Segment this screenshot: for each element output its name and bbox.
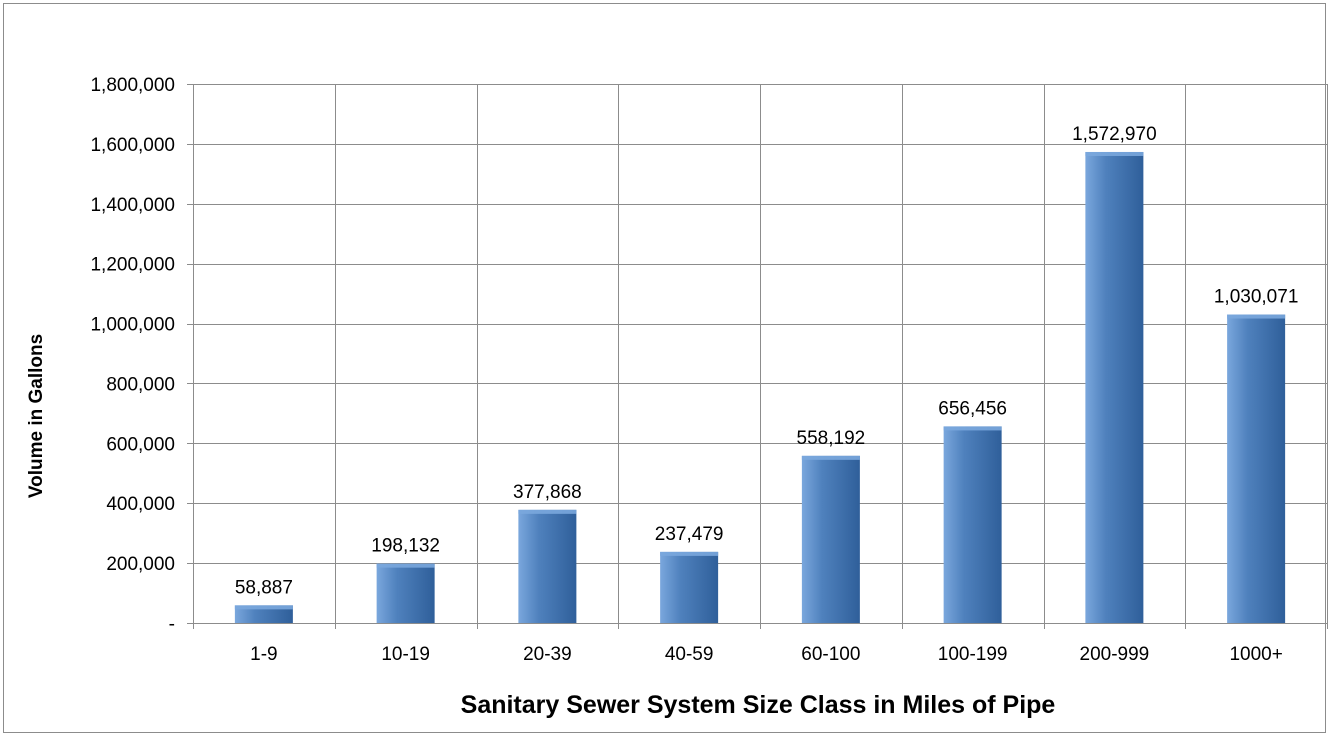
data-label: 656,456 (938, 398, 1007, 419)
x-tick-label: 1000+ (1229, 644, 1282, 665)
x-axis-tick-labels: 1-9 10-19 20-39 40-59 60-100 100-199 200-999 10… (250, 644, 1283, 665)
bar-body (660, 551, 719, 623)
bar (518, 509, 577, 623)
x-tick-label: 1-9 (250, 644, 277, 665)
x-axis-title: Sanitary Sewer System Size Class in Mile… (461, 691, 1056, 719)
y-tick-label: 1,000,000 (90, 315, 175, 336)
bar (1085, 151, 1144, 623)
bar-top-bevel (660, 551, 719, 556)
y-tick-label: 1,800,000 (90, 75, 175, 96)
y-tick-label: 1,400,000 (90, 195, 175, 216)
bar-body (376, 563, 435, 623)
bar-top-bevel (1227, 314, 1286, 319)
y-axis-title: Volume in Gallons (26, 334, 47, 498)
y-tick-label: 1,200,000 (90, 255, 175, 276)
y-tick-label: 600,000 (106, 434, 175, 455)
bar-top-bevel (376, 563, 435, 568)
data-label: 198,132 (371, 536, 440, 557)
bar (943, 426, 1002, 623)
data-labels: 58,887 198,132 377,868 237,479 558,192 656,45… (235, 124, 1299, 598)
bar (660, 551, 719, 623)
y-tick-label: 200,000 (106, 554, 175, 575)
bar (376, 563, 435, 623)
bar (234, 605, 293, 623)
y-tick-label: - (169, 614, 175, 635)
bar-body (943, 426, 1002, 623)
bar-top-bevel (801, 455, 860, 460)
bar-body (1227, 314, 1286, 623)
bar-body (234, 605, 293, 623)
data-label: 558,192 (797, 428, 866, 449)
data-label: 58,887 (235, 577, 293, 598)
data-label: 377,868 (513, 482, 582, 503)
data-label: 1,572,970 (1072, 124, 1157, 145)
bar-top-bevel (1085, 151, 1144, 156)
gridlines (187, 84, 1328, 629)
bar (1227, 314, 1286, 623)
bar (801, 455, 860, 623)
bar-top-bevel (943, 426, 1002, 431)
bar-body (518, 509, 577, 623)
x-tick-label: 20-39 (523, 644, 572, 665)
y-axis-tick-labels: - 200,000 400,000 600,000 800,000 1,000,000 1,… (90, 75, 175, 635)
x-tick-label: 10-19 (381, 644, 430, 665)
data-label: 237,479 (655, 524, 724, 545)
y-tick-label: 400,000 (106, 494, 175, 515)
y-tick-label: 800,000 (106, 374, 175, 395)
x-tick-label: 60-100 (801, 644, 860, 665)
bar-body (1085, 151, 1144, 623)
data-label: 1,030,071 (1214, 287, 1299, 308)
y-tick-label: 1,600,000 (90, 135, 175, 156)
bar-body (801, 455, 860, 623)
x-tick-label: 40-59 (665, 644, 714, 665)
x-tick-label: 100-199 (938, 644, 1008, 665)
bar-top-bevel (234, 605, 293, 610)
x-tick-label: 200-999 (1080, 644, 1150, 665)
bar-top-bevel (518, 509, 577, 514)
bars (234, 151, 1286, 623)
